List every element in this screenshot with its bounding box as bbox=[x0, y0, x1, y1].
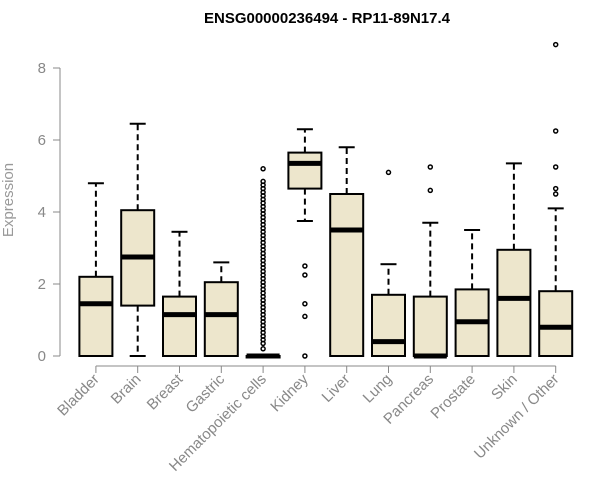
boxes-group bbox=[78, 41, 574, 359]
box-bladder bbox=[78, 182, 114, 357]
x-tick-label: Breast bbox=[144, 370, 187, 413]
box-body bbox=[496, 248, 532, 357]
box-prostate bbox=[454, 229, 490, 357]
box-body bbox=[412, 295, 448, 358]
box-body bbox=[203, 281, 239, 358]
outlier-point bbox=[427, 187, 434, 194]
x-tick-label: Bladder bbox=[54, 371, 103, 420]
box-unknown-other bbox=[538, 41, 574, 358]
y-tick-label: 6 bbox=[38, 132, 46, 149]
outlier-point bbox=[302, 353, 308, 359]
outlier-point bbox=[260, 178, 266, 185]
y-tick-label: 2 bbox=[38, 276, 46, 293]
chart-title: ENSG00000236494 - RP11-89N17.4 bbox=[204, 10, 451, 27]
x-tick-label: Brain bbox=[108, 371, 145, 408]
outlier-point bbox=[552, 191, 559, 197]
box-gastric bbox=[203, 261, 239, 358]
outlier-point bbox=[260, 166, 266, 172]
y-tick-label: 8 bbox=[38, 60, 46, 77]
box-pancreas bbox=[412, 164, 448, 359]
y-tick-label: 4 bbox=[38, 204, 46, 221]
box-kidney bbox=[287, 128, 323, 359]
x-tick-label: Prostate bbox=[427, 371, 479, 423]
outlier-point bbox=[260, 346, 266, 352]
y-tick-label: 0 bbox=[38, 348, 46, 365]
y-axis: 0 2 4 6 8 bbox=[38, 60, 61, 365]
outlier-point bbox=[552, 41, 559, 48]
box-body bbox=[78, 275, 114, 357]
box-body bbox=[371, 293, 406, 357]
box-lung bbox=[371, 169, 406, 357]
outlier-point bbox=[385, 169, 392, 176]
outlier-point bbox=[302, 313, 308, 320]
x-tick-label: Kidney bbox=[267, 370, 312, 415]
box-liver bbox=[329, 146, 365, 357]
box-skin bbox=[496, 162, 532, 357]
outlier-point bbox=[427, 164, 434, 170]
box-body bbox=[329, 193, 365, 357]
box-brain bbox=[120, 122, 156, 357]
outlier-point bbox=[302, 272, 308, 278]
outlier-point bbox=[552, 164, 559, 170]
box-body bbox=[538, 290, 574, 358]
y-axis-label: Expression bbox=[0, 163, 17, 237]
outlier-point bbox=[552, 185, 559, 192]
outlier-point bbox=[302, 263, 308, 269]
box-breast bbox=[162, 230, 197, 358]
outlier-point bbox=[302, 301, 308, 307]
outlier-point bbox=[552, 128, 559, 134]
box-body bbox=[287, 151, 323, 190]
box-hematopoietic-cells bbox=[245, 166, 281, 359]
x-tick-label: Liver bbox=[319, 371, 354, 406]
x-tick-label: Skin bbox=[488, 371, 521, 404]
x-tick-label: Lung bbox=[360, 371, 396, 407]
box-body bbox=[162, 295, 197, 358]
